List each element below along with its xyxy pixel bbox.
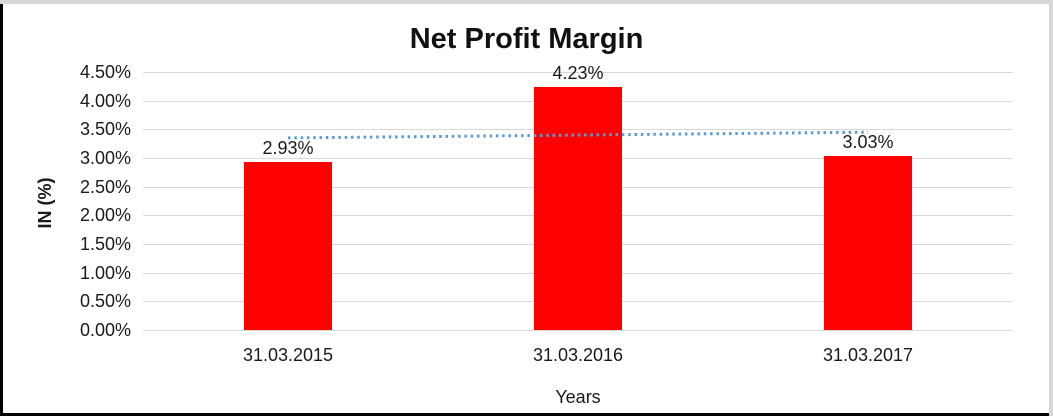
gridline: [143, 330, 1013, 331]
y-axis-tick-label: 2.00%: [79, 205, 131, 225]
y-axis-tick-label: 0.50%: [79, 291, 131, 311]
bar-31.03.2015: [244, 162, 332, 330]
x-axis-tick-label: 31.03.2016: [532, 345, 624, 365]
x-axis-tick-label: 31.03.2017: [822, 345, 914, 365]
x-axis-title: Years: [555, 387, 601, 407]
chart-title: Net Profit Margin: [409, 23, 644, 55]
gridline: [143, 72, 1013, 73]
bar-data-label: 3.03%: [842, 132, 894, 152]
y-axis-tick-label: 3.00%: [79, 148, 131, 168]
y-axis-title: IN (%): [35, 177, 55, 229]
y-axis-tick-label: 0.00%: [79, 320, 131, 340]
y-axis-tick-label: 1.00%: [79, 263, 131, 283]
window-edge-right: [1049, 0, 1053, 416]
x-axis-tick-label: 31.03.2015: [242, 345, 334, 365]
y-axis-tick-label: 2.50%: [79, 177, 131, 197]
bar-31.03.2017: [824, 156, 912, 330]
window-border-left: [0, 4, 3, 416]
y-axis-tick-label: 4.00%: [79, 91, 131, 111]
bar-data-label: 4.23%: [552, 63, 604, 83]
window-border-bottom: [0, 413, 1049, 416]
y-axis-tick-label: 4.50%: [79, 62, 131, 82]
y-axis-tick-label: 3.50%: [79, 119, 131, 139]
window-edge-top: [0, 0, 1053, 4]
bar-31.03.2016: [534, 87, 622, 330]
y-axis-tick-label: 1.50%: [79, 234, 131, 254]
bar-data-label: 2.93%: [262, 138, 314, 158]
